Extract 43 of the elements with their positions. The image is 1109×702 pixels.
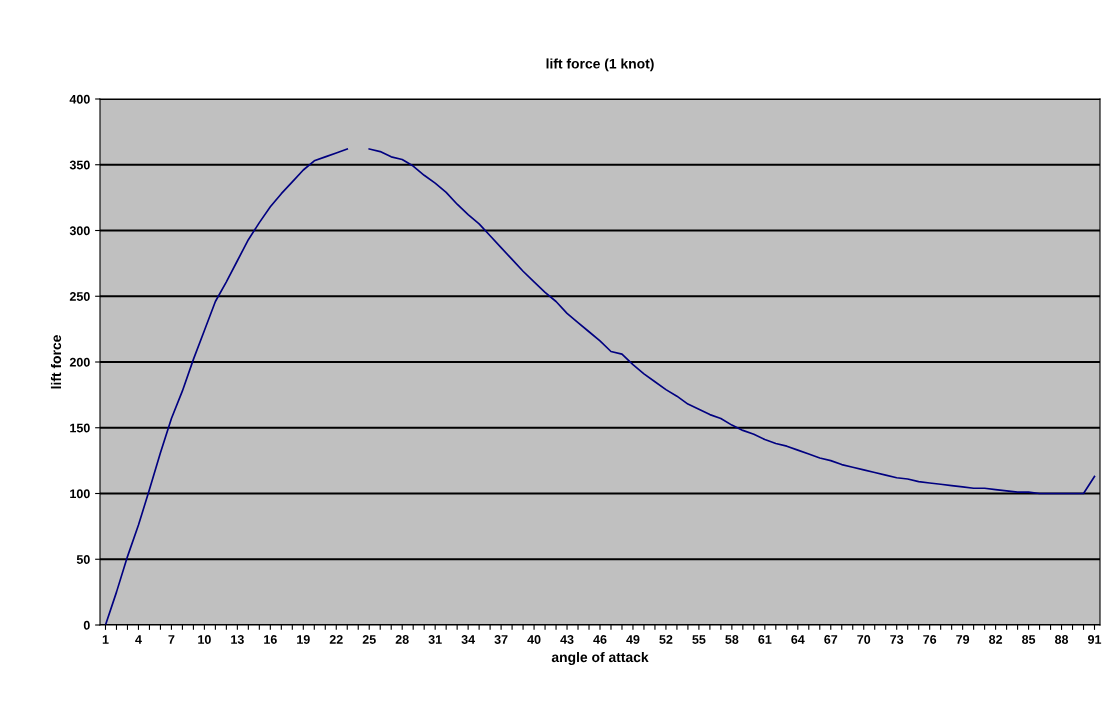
x-tick-label: 34: [461, 635, 476, 644]
x-tick-label: 37: [494, 635, 508, 644]
x-tick-label: 79: [956, 635, 970, 644]
x-tick-label: 55: [692, 635, 706, 644]
x-tick-label: 19: [297, 635, 310, 644]
x-tick-label: 73: [890, 635, 904, 644]
x-tick-label: 46: [593, 635, 607, 644]
y-tick-label: 250: [69, 292, 90, 301]
y-tick-label: 0: [83, 620, 90, 630]
x-tick-label: 40: [527, 635, 541, 644]
x-tick-label: 49: [626, 635, 640, 644]
x-tick-label: 64: [791, 635, 805, 644]
x-tick-label: 28: [395, 635, 409, 644]
y-tick-label: 300: [69, 226, 90, 236]
x-tick-label: 1: [102, 635, 109, 644]
x-tick-label: 91: [1087, 635, 1102, 644]
chart-title: lift force (1 knot): [546, 58, 654, 72]
x-tick-label: 82: [989, 635, 1003, 644]
x-tick-label: 43: [560, 635, 574, 644]
x-tick-label: 61: [758, 635, 772, 644]
x-tick-label: 76: [923, 635, 937, 644]
y-tick-label: 100: [70, 489, 90, 499]
y-tick-label: 200: [69, 357, 90, 367]
x-axis-title: angle of attack: [551, 651, 649, 665]
y-tick-label: 350: [69, 160, 90, 170]
x-tick-label: 70: [857, 635, 871, 644]
x-tick-label: 4: [135, 635, 142, 644]
x-tick-label: 58: [725, 635, 739, 644]
y-tick-label: 50: [76, 555, 90, 564]
x-tick-label: 31: [428, 635, 442, 644]
x-tick-label: 7: [168, 635, 175, 644]
y-tick-label: 150: [70, 423, 90, 433]
x-tick-label: 16: [264, 635, 277, 644]
y-tick-label: 400: [69, 94, 90, 104]
x-tick-label: 85: [1022, 635, 1036, 644]
x-tick-label: 13: [231, 635, 244, 644]
x-tick-label: 67: [824, 635, 838, 644]
x-tick-label: 88: [1054, 635, 1069, 644]
x-tick-label: 25: [362, 635, 376, 644]
x-tick-label: 52: [659, 635, 673, 644]
x-tick-label: 22: [329, 635, 343, 644]
y-axis-title: lift force: [50, 335, 62, 389]
x-tick-label: 10: [198, 635, 211, 644]
